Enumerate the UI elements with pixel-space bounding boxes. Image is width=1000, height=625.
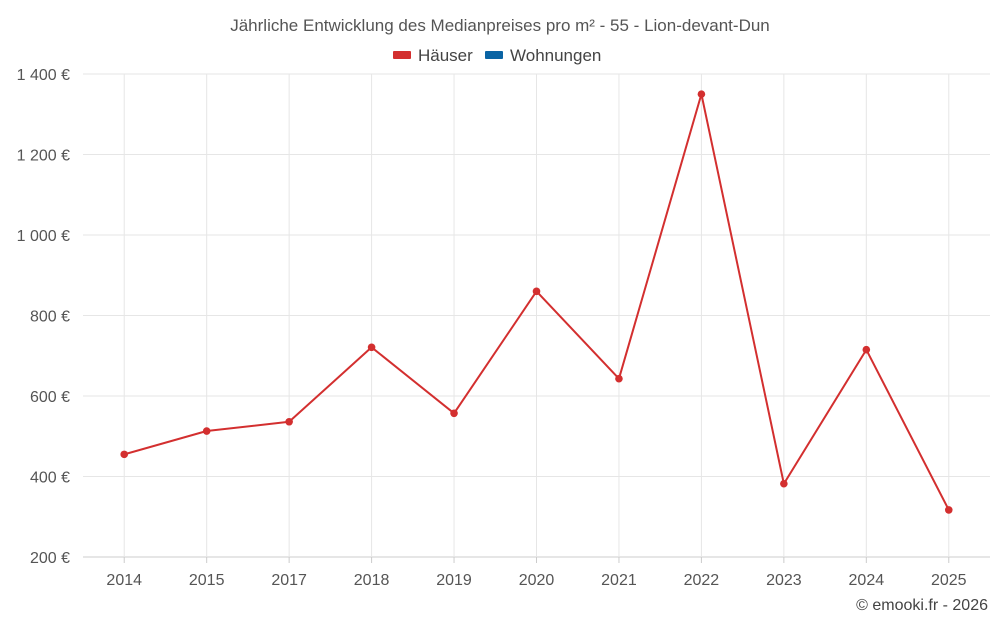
legend-swatch-wohnungen bbox=[485, 51, 503, 59]
x-tick-label: 2020 bbox=[519, 572, 555, 589]
y-tick-label: 600 € bbox=[30, 389, 70, 406]
chart-title: Jährliche Entwicklung des Medianpreises … bbox=[230, 16, 770, 35]
y-axis: 200 € 400 € 600 € 800 € 1 000 € 1 200 € 1 400 … bbox=[17, 67, 70, 567]
data-point-2019[interactable]: 2019: 557 € bbox=[450, 409, 458, 418]
data-point-2020[interactable]: 2020: 860 € bbox=[532, 287, 541, 296]
x-tick-label: 2024 bbox=[849, 572, 885, 589]
x-tick-label: 2018 bbox=[354, 572, 390, 589]
data-point-2017[interactable]: 2017: 536 € bbox=[285, 417, 293, 426]
y-tick-label: 400 € bbox=[30, 470, 70, 487]
legend-item-wohnungen[interactable]: Wohnungen bbox=[485, 46, 601, 65]
data-point-2023[interactable]: 2023: 382 € bbox=[780, 479, 788, 488]
x-tick-label: 2017 bbox=[271, 572, 307, 589]
y-tick-label: 200 € bbox=[30, 550, 70, 567]
data-point-2015[interactable]: 2015: 513 € bbox=[202, 427, 211, 435]
x-tick-label: 2023 bbox=[766, 572, 802, 589]
grid bbox=[83, 73, 990, 558]
x-tick-label: 2025 bbox=[931, 572, 967, 589]
legend-swatch-haeuser bbox=[393, 51, 411, 59]
y-tick-label: 1 000 € bbox=[17, 228, 70, 245]
data-point-2018[interactable]: 2018: 721 € bbox=[367, 343, 376, 352]
data-point-2014[interactable]: 2014: 455 € bbox=[120, 450, 129, 459]
x-tick-label: 2022 bbox=[684, 572, 720, 589]
legend-label-wohnungen: Wohnungen bbox=[510, 46, 601, 65]
data-point-2024[interactable]: 2024: 715 € bbox=[862, 345, 871, 354]
data-point-2022[interactable]: 2022: 1350 € bbox=[697, 90, 706, 98]
data-point-2025[interactable]: 2025: 317 € bbox=[944, 506, 953, 514]
y-tick-label: 1 400 € bbox=[17, 67, 70, 84]
data-point-2021[interactable]: 2021: 643 € bbox=[615, 374, 623, 383]
y-tick-label: 1 200 € bbox=[17, 148, 70, 165]
x-tick-label: 2019 bbox=[436, 572, 472, 589]
x-tick-label: 2014 bbox=[106, 572, 142, 589]
x-tick-label: 2021 bbox=[601, 572, 637, 589]
credit: © emooki.fr - 2026 bbox=[856, 597, 988, 614]
legend-label-haeuser: Häuser bbox=[418, 46, 473, 65]
legend: Häuser Wohnungen bbox=[393, 46, 601, 65]
x-tick-label: 2015 bbox=[189, 572, 225, 589]
legend-item-haeuser[interactable]: Häuser bbox=[393, 46, 473, 65]
x-axis: 2014 2015 2017 2018 2019 2020 2021 2022 2023 2024… bbox=[106, 557, 967, 589]
series-haeuser: 2014: 455 € 2015: 513 € 2017: 536 € 2018: 7… bbox=[120, 90, 953, 514]
y-tick-label: 800 € bbox=[30, 309, 70, 326]
